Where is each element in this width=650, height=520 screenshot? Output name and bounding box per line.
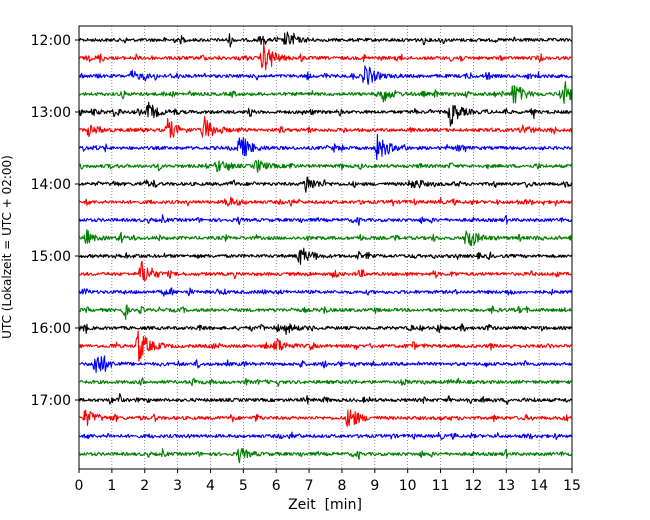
seismogram-trace: [78, 393, 573, 405]
seismogram-trace: [78, 247, 573, 265]
seismogram-trace: [78, 65, 573, 85]
seismogram-trace: [78, 41, 573, 71]
y-tick-label: 17:00: [31, 393, 71, 409]
y-axis-title: UTC (Lokalzeit = UTC + 02:00): [0, 155, 14, 339]
x-tick-label: 15: [563, 478, 581, 494]
seismogram-trace: [78, 323, 573, 335]
seismogram-trace: [78, 101, 573, 127]
seismogram-trace: [78, 229, 573, 247]
seismogram-trace: [78, 447, 573, 464]
seismogram-trace: [78, 260, 573, 282]
x-tick-label: 6: [272, 478, 281, 494]
x-tick-label: 4: [206, 478, 215, 494]
y-axis-ticks: 12:00 13:00 14:00 15:00 16:00 17:00: [31, 33, 79, 409]
plot-frame: [78, 25, 573, 470]
x-tick-label: 0: [75, 478, 84, 494]
seismogram-trace: [78, 176, 573, 193]
seismogram-trace: [78, 115, 573, 139]
y-tick-label: 14:00: [31, 177, 71, 193]
seismogram-trace: [79, 355, 573, 374]
y-tick-label: 15:00: [31, 249, 71, 265]
x-tick-label: 14: [530, 478, 548, 494]
grid-layer: [111, 26, 540, 469]
x-axis-ticks: 0 1 2 3 4 5 6 7 8 9 10 11 12 13 14 15: [75, 469, 581, 494]
seismogram-trace: [78, 304, 573, 320]
x-tick-label: 11: [432, 478, 450, 494]
y-tick-label: 12:00: [31, 33, 71, 49]
x-tick-label: 5: [239, 478, 248, 494]
seismogram-trace: [78, 330, 573, 362]
x-tick-label: 8: [337, 478, 346, 494]
y-tick-label: 16:00: [31, 321, 71, 337]
seismogram-trace: [78, 31, 573, 48]
y-tick-label: 13:00: [31, 105, 71, 121]
seismogram-trace: [78, 196, 573, 207]
x-axis-title: Zeit [min]: [288, 497, 362, 513]
seismogram-trace: [78, 377, 573, 387]
trace-layer: [78, 31, 573, 464]
x-tick-label: 13: [497, 478, 515, 494]
x-tick-label: 10: [399, 478, 417, 494]
x-tick-label: 12: [464, 478, 482, 494]
seismogram-trace: [78, 159, 573, 173]
x-tick-label: 9: [370, 478, 379, 494]
seismogram-trace: [78, 431, 573, 440]
x-tick-label: 3: [173, 478, 182, 494]
x-tick-label: 2: [140, 478, 149, 494]
seismogram-trace: [78, 409, 573, 428]
seismogram-trace: [78, 287, 573, 297]
seismogram-trace: [78, 81, 573, 104]
x-tick-label: 7: [305, 478, 314, 494]
x-tick-label: 1: [107, 478, 116, 494]
seismogram-trace: [78, 214, 573, 226]
seismogram-trace: [78, 133, 573, 161]
